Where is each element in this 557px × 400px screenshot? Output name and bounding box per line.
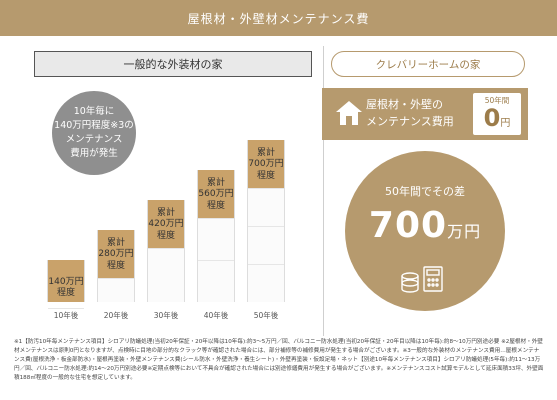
zero-value: 0 [483, 104, 501, 132]
cost-block-label: 累計 560万円 程度 [198, 178, 234, 212]
cost-block-label-line: 程度 [256, 170, 275, 181]
coins-calculator-icon [401, 266, 443, 293]
cost-block: 累計 560万円 程度 [197, 170, 235, 302]
difference-caption: 50年間でその差 [385, 185, 465, 198]
maintenance-note-circle: 10年毎に 140万円程度※3の メンテナンス 費用が発生 [52, 91, 136, 175]
cost-block-label-line: 程度 [56, 288, 75, 299]
circle-line: 10年毎に [73, 106, 115, 118]
year-label: 50年後 [253, 311, 279, 320]
cost-block: 140万円 程度 [47, 260, 85, 309]
zero-caption: 50年間 [484, 96, 510, 105]
cost-block-label-line: 程度 [106, 260, 125, 271]
cost-block-segment [198, 218, 234, 260]
right-section-title-text: クレバリーホームの家 [375, 58, 481, 71]
cost-block-top [198, 170, 234, 218]
cost-blocks: 140万円 程度 10年後 累計 280万円 程度 20年後 累計 420万円 程度 30年後 累計 5… [0, 0, 320, 330]
cost-block-label-line: 累計 [206, 178, 225, 188]
circle-line: 140万円程度※3の [54, 120, 134, 132]
circle-line: 費用が発生 [70, 147, 118, 159]
cost-block: 累計 280万円 程度 [97, 230, 135, 302]
panel-line: 屋根材・外壁の [366, 98, 443, 111]
year-label: 30年後 [153, 311, 179, 320]
cost-block-label-line: 700万円 [248, 159, 284, 170]
cost-block-label-line: 420万円 [148, 219, 184, 230]
cost-block: 累計 700万円 程度 [247, 140, 285, 302]
cost-block-segment [198, 260, 234, 302]
header-bar: 屋根材・外壁材メンテナンス費 [0, 0, 557, 36]
difference-value: 700 [368, 205, 448, 246]
panel-line: メンテナンス費用 [366, 114, 454, 128]
cost-block-top [98, 230, 134, 278]
cost-block-segment [248, 188, 284, 226]
year-label: 40年後 [203, 311, 229, 320]
zero-value-wrap: 0円 [473, 106, 521, 130]
cost-block-label-line: 140万円 [48, 277, 84, 287]
zero-cost-box: 50年間 0円 [473, 93, 521, 135]
cost-block-label-line: 累計 [256, 148, 275, 158]
cost-block-label-line: 程度 [156, 230, 175, 241]
cost-block-segment [48, 308, 84, 309]
cost-block-top [48, 260, 84, 302]
difference-unit: 万円 [447, 222, 482, 241]
cost-block-segment [248, 264, 284, 302]
difference-circle: 50年間でその差 700万円 [345, 151, 505, 311]
divider [323, 46, 324, 336]
circle-line: メンテナンス [65, 134, 123, 145]
footnote: ※1【防汚10年毎メンテナンス項目】シロアリ防蟻処理(当初20年保証・20年以降… [14, 339, 544, 381]
year-label: 10年後 [53, 311, 79, 320]
cost-block-label-line: 累計 [106, 238, 125, 248]
left-section-title-text: 一般的な外装材の家 [123, 58, 223, 71]
page-title: 屋根材・外壁材メンテナンス費 [187, 11, 370, 26]
cost-block-segment [98, 278, 134, 302]
left-section-title: 一般的な外装材の家 [34, 51, 312, 77]
year-label: 20年後 [103, 311, 129, 320]
cost-block-top [248, 140, 284, 188]
cost-block-segment [148, 248, 184, 302]
cost-block-label-line: 程度 [206, 200, 225, 211]
zero-unit: 円 [500, 118, 511, 129]
house-icon [336, 101, 362, 125]
cost-block-label: 累計 280万円 程度 [98, 238, 134, 272]
cost-block: 累計 420万円 程度 [147, 200, 185, 302]
cost-block-label-line: 280万円 [98, 249, 134, 260]
panel-text: 屋根材・外壁の メンテナンス費用 [366, 97, 466, 130]
cost-block-label-line: 560万円 [198, 189, 234, 200]
right-section-title: クレバリーホームの家 [331, 51, 525, 77]
cost-block-label-line: 累計 [156, 208, 175, 218]
cost-block-label: 累計 420万円 程度 [148, 208, 184, 242]
cost-block-label: 累計 700万円 程度 [248, 148, 284, 182]
cost-block-label: 140万円 程度 [48, 277, 84, 300]
cost-block-top [148, 200, 184, 248]
difference-value-wrap: 700万円 [345, 205, 505, 246]
cost-block-segment [248, 226, 284, 264]
